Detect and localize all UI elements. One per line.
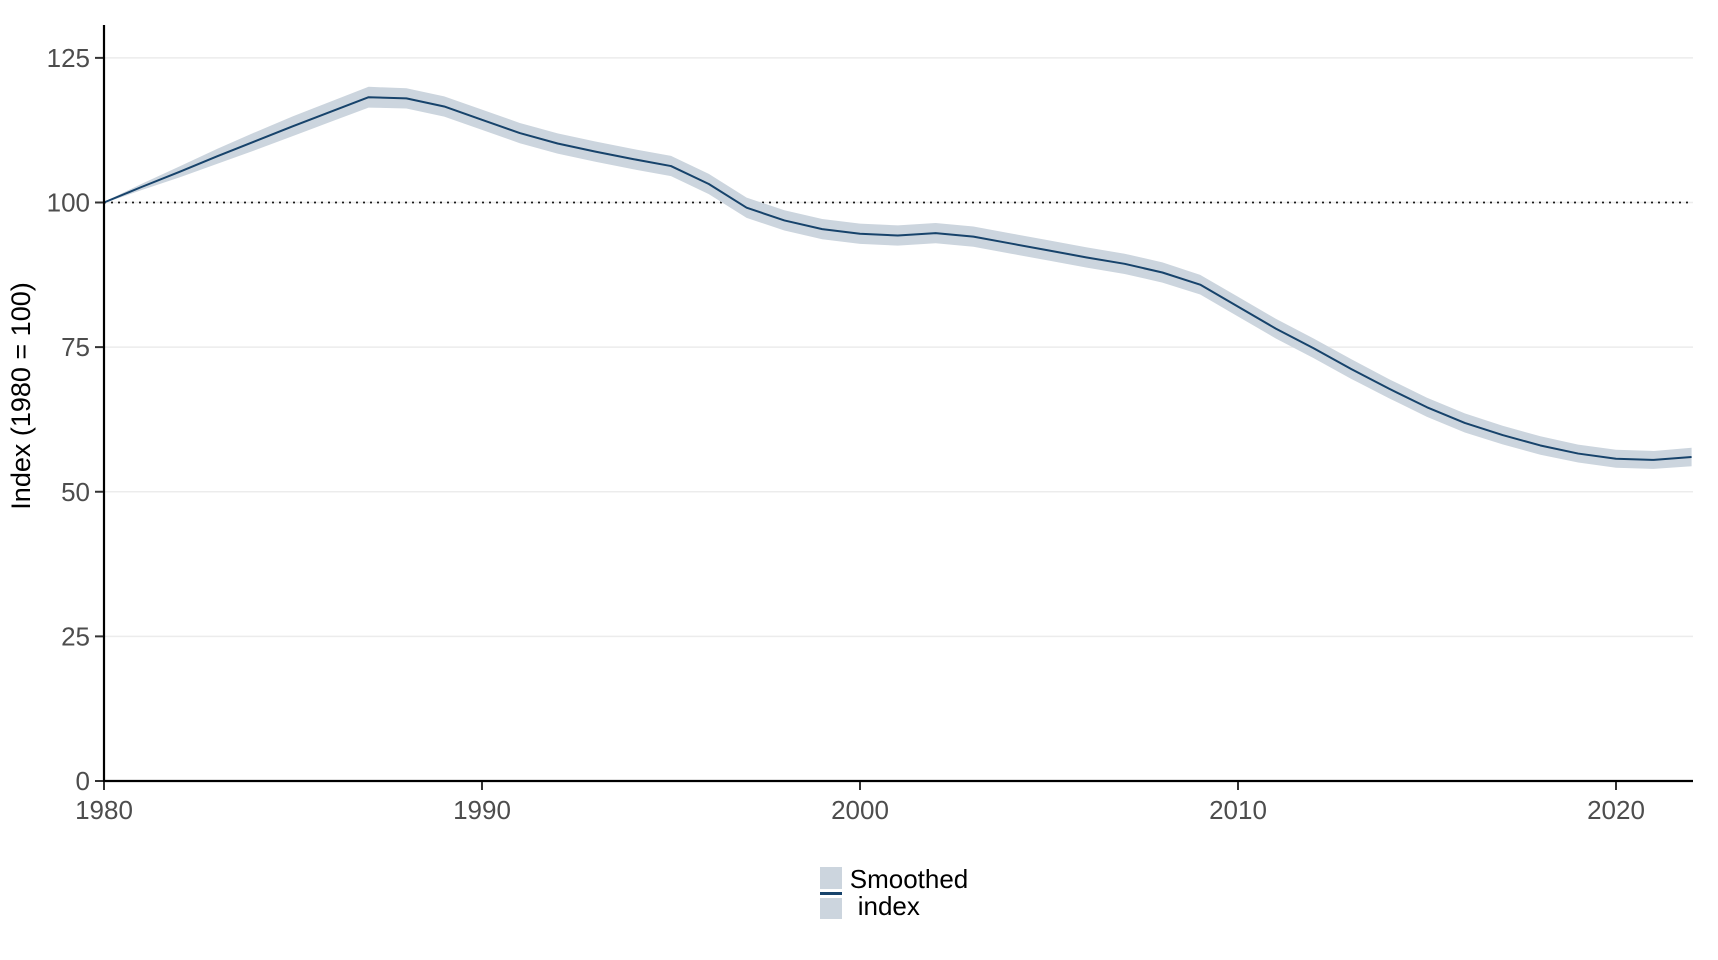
x-tick-label: 2000	[831, 795, 889, 825]
x-tick-label: 2020	[1587, 795, 1645, 825]
x-tick-label: 2010	[1209, 795, 1267, 825]
legend-label-line2: index	[857, 891, 920, 921]
smoothed-index-line	[103, 96, 1692, 461]
legend-label-line1: Smoothed	[849, 864, 969, 894]
legend-key-ribbon-swatch	[819, 867, 842, 919]
y-tick-label: 75	[61, 332, 90, 362]
legend: Smoothed index	[0, 866, 1718, 920]
legend-key-line	[819, 892, 842, 895]
x-tick-label: 1990	[453, 795, 511, 825]
y-tick-label: 125	[47, 43, 90, 73]
y-tick-label: 50	[61, 477, 90, 507]
x-tick-label: 1980	[75, 795, 133, 825]
y-tick-label: 100	[47, 188, 90, 218]
y-tick-label: 0	[76, 766, 90, 796]
y-axis-title: Index (1980 = 100)	[6, 282, 36, 509]
line-chart: 0 25 50 75 100 125 1980 1990 2000 2010 2020 Index …	[6, 25, 1693, 825]
legend-label: Smoothed index	[850, 866, 969, 920]
confidence-ribbon	[104, 86, 1692, 469]
y-tick-label: 25	[61, 621, 90, 651]
